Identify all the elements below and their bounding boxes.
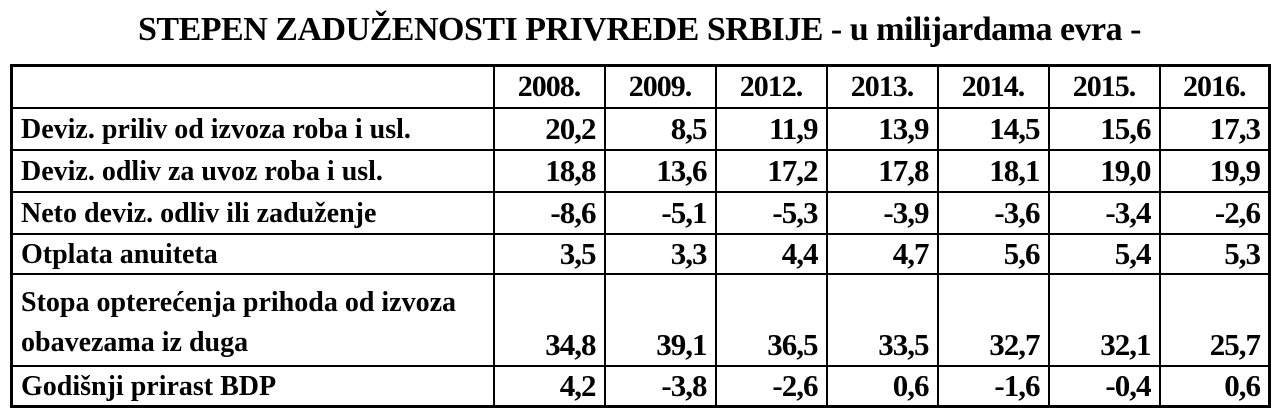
value-cell: 8,5 [603, 107, 717, 151]
table-row-net-outflow: Neto deviz. odliv ili zaduženje -8,6 -5,… [10, 191, 1271, 235]
value-cell: 17,2 [714, 149, 828, 193]
table-row-debt-burden-rate: Stopa opterećenja prihoda od izvoza obav… [10, 273, 1271, 367]
year-header-2008: 2008. [492, 64, 606, 109]
value-cell: 13,9 [825, 107, 939, 151]
value-cell: 19,0 [1047, 149, 1161, 193]
value-cell: 3,5 [492, 233, 606, 275]
row-label: Godišnji prirast BDP [10, 365, 495, 408]
year-header-2012: 2012. [714, 64, 828, 109]
table-row-gdp-growth: Godišnji prirast BDP 4,2 -3,8 -2,6 0,6 -… [10, 365, 1271, 408]
table-row-import-outflow: Deviz. odliv za uvoz roba i usl. 18,8 13… [10, 149, 1271, 193]
header-row: 2008. 2009. 2012. 2013. 2014. 2015. 2016… [10, 64, 1271, 109]
value-cell: 20,2 [492, 107, 606, 151]
value-cell: 5,6 [936, 233, 1050, 275]
value-cell: 25,7 [1158, 273, 1271, 367]
value-cell: 18,8 [492, 149, 606, 193]
table-row-export-inflow: Deviz. priliv od izvoza roba i usl. 20,2… [10, 107, 1271, 151]
year-header-2014: 2014. [936, 64, 1050, 109]
value-cell: 4,2 [492, 365, 606, 408]
value-cell: 0,6 [1158, 365, 1271, 408]
value-cell: -2,6 [1158, 191, 1271, 235]
table-title: STEPEN ZADUŽENOSTI PRIVREDE SRBIJE - u m… [138, 11, 1141, 48]
value-cell: 17,3 [1158, 107, 1271, 151]
value-cell: 14,5 [936, 107, 1050, 151]
year-header-2016: 2016. [1158, 64, 1271, 109]
debt-table: 2008. 2009. 2012. 2013. 2014. 2015. 2016… [10, 64, 1271, 408]
row-label: Stopa opterećenja prihoda od izvoza obav… [10, 273, 495, 367]
value-cell: -0,4 [1047, 365, 1161, 408]
value-cell: 32,7 [936, 273, 1050, 367]
value-cell: 4,4 [714, 233, 828, 275]
value-cell: 32,1 [1047, 273, 1161, 367]
year-header-2009: 2009. [603, 64, 717, 109]
year-header-2013: 2013. [825, 64, 939, 109]
value-cell: -5,1 [603, 191, 717, 235]
value-cell: 39,1 [603, 273, 717, 367]
year-header-2015: 2015. [1047, 64, 1161, 109]
table-row-annuity: Otplata anuiteta 3,5 3,3 4,4 4,7 5,6 5,4… [10, 233, 1271, 275]
value-cell: -3,8 [603, 365, 717, 408]
row-label: Deviz. odliv za uvoz roba i usl. [10, 149, 495, 193]
value-cell: 17,8 [825, 149, 939, 193]
value-cell: -3,6 [936, 191, 1050, 235]
value-cell: 33,5 [825, 273, 939, 367]
row-label: Deviz. priliv od izvoza roba i usl. [10, 107, 495, 151]
value-cell: 34,8 [492, 273, 606, 367]
value-cell: 36,5 [714, 273, 828, 367]
value-cell: 13,6 [603, 149, 717, 193]
value-cell: -5,3 [714, 191, 828, 235]
value-cell: -2,6 [714, 365, 828, 408]
row-label: Neto deviz. odliv ili zaduženje [10, 191, 495, 235]
value-cell: 3,3 [603, 233, 717, 275]
value-cell: 4,7 [825, 233, 939, 275]
value-cell: 15,6 [1047, 107, 1161, 151]
value-cell: 18,1 [936, 149, 1050, 193]
row-label: Otplata anuiteta [10, 233, 495, 275]
value-cell: -8,6 [492, 191, 606, 235]
value-cell: 19,9 [1158, 149, 1271, 193]
value-cell: 5,3 [1158, 233, 1271, 275]
value-cell: -3,9 [825, 191, 939, 235]
value-cell: -3,4 [1047, 191, 1161, 235]
value-cell: 5,4 [1047, 233, 1161, 275]
value-cell: 0,6 [825, 365, 939, 408]
corner-cell [10, 64, 495, 109]
value-cell: 11,9 [714, 107, 828, 151]
value-cell: -1,6 [936, 365, 1050, 408]
